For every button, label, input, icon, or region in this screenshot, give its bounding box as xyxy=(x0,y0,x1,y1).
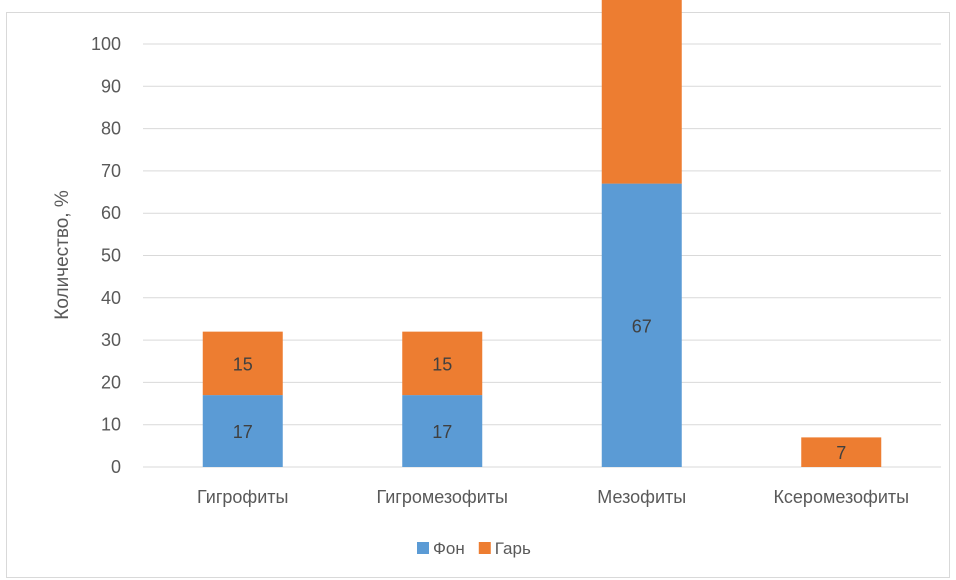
x-axis-categories: Гигрофиты Гигромезофиты Мезофиты Ксеромезоф… xyxy=(197,487,909,507)
bar-gar-2 xyxy=(402,331,483,396)
y-tick-label: 20 xyxy=(101,372,121,392)
y-tick-label: 30 xyxy=(101,330,121,350)
y-tick-label: 10 xyxy=(101,415,121,435)
data-label: 17 xyxy=(233,422,253,442)
y-tick-label: 100 xyxy=(91,34,121,54)
bar-gar-1 xyxy=(202,331,283,396)
data-label: 17 xyxy=(432,422,452,442)
y-tick-label: 50 xyxy=(101,246,121,266)
data-label: 15 xyxy=(233,354,253,374)
y-tick-label: 0 xyxy=(111,457,121,477)
legend-item-gar: Гарь xyxy=(478,539,531,558)
bar-fon-3 xyxy=(601,183,682,467)
legend: Фон Гарь xyxy=(417,539,531,558)
bar-gar-4 xyxy=(801,437,882,467)
x-category-label: Ксеромезофиты xyxy=(773,487,909,507)
bars xyxy=(202,0,882,467)
legend-swatch xyxy=(417,542,429,554)
bar-fon-1 xyxy=(202,395,283,467)
legend-label: Гарь xyxy=(495,539,531,558)
x-category-label: Гигрофиты xyxy=(197,487,288,507)
legend-swatch xyxy=(478,542,491,554)
bar-fon-2 xyxy=(402,395,483,467)
y-tick-label: 60 xyxy=(101,203,121,223)
legend-label: Фон xyxy=(433,539,465,558)
y-tick-label: 70 xyxy=(101,161,121,181)
bar-gar-3 xyxy=(601,0,682,184)
legend-item-fon: Фон xyxy=(417,539,465,558)
x-category-label: Мезофиты xyxy=(597,487,686,507)
chart-frame xyxy=(6,12,950,578)
data-label: 15 xyxy=(432,354,452,374)
y-axis-ticks: 0 10 20 30 40 50 60 70 80 90 100 xyxy=(91,34,121,477)
y-tick-label: 40 xyxy=(101,288,121,308)
data-label: 67 xyxy=(632,316,652,336)
y-tick-label: 80 xyxy=(101,119,121,139)
y-tick-label: 90 xyxy=(101,76,121,96)
data-labels: 1715171567637 xyxy=(233,316,847,463)
x-category-label: Гигромезофиты xyxy=(377,487,508,507)
y-axis-title: Количество, % xyxy=(52,190,73,320)
data-label: 7 xyxy=(836,443,846,463)
